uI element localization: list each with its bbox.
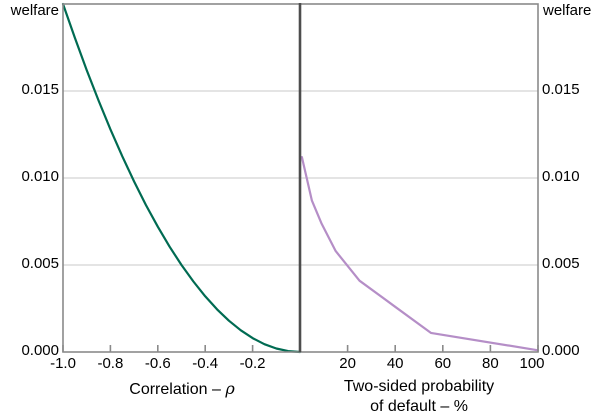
y-tick-label-left: 0.010: [21, 168, 59, 185]
x-tick-label-right: 20: [339, 355, 356, 372]
y-tick-label-left: 0.015: [21, 81, 59, 98]
x-axis-title-right-line1: Two-sided probability: [343, 378, 495, 395]
x-axis-title-left-panel: Correlation – ρ: [129, 380, 234, 399]
y-tick-label-right: 0.005: [542, 255, 580, 272]
y-tick-label-left: 0.005: [21, 255, 59, 272]
x-axis-title-right-line2: of default – %: [370, 398, 468, 415]
x-tick-label-left: -0.8: [97, 355, 124, 372]
x-tick-label-left: -1.0: [50, 355, 76, 372]
y-tick-label-right: 0.000: [542, 342, 580, 359]
y-axis-title-left: welfare: [10, 2, 59, 19]
x-tick-label-right: 40: [386, 355, 404, 372]
x-tick-label-left: -0.4: [192, 355, 219, 372]
y-tick-label-right: 0.010: [542, 168, 580, 185]
y-tick-label-right: 0.015: [542, 81, 580, 98]
y-tick-label-left: 0.000: [21, 342, 59, 359]
x-tick-label-left: -0.2: [239, 355, 266, 372]
x-tick-label-right: 60: [434, 355, 452, 372]
series-left: [61, 2, 302, 354]
x-tick-label-left: -0.6: [144, 355, 171, 372]
x-tick-label-right: 80: [482, 355, 499, 372]
y-axis-title-right: welfare: [543, 2, 592, 19]
x-tick-label-right: 100: [519, 355, 545, 372]
series-right: [300, 156, 540, 352]
rho-symbol: ρ: [225, 379, 235, 398]
x-axis-title-left-text: Correlation –: [129, 381, 226, 398]
